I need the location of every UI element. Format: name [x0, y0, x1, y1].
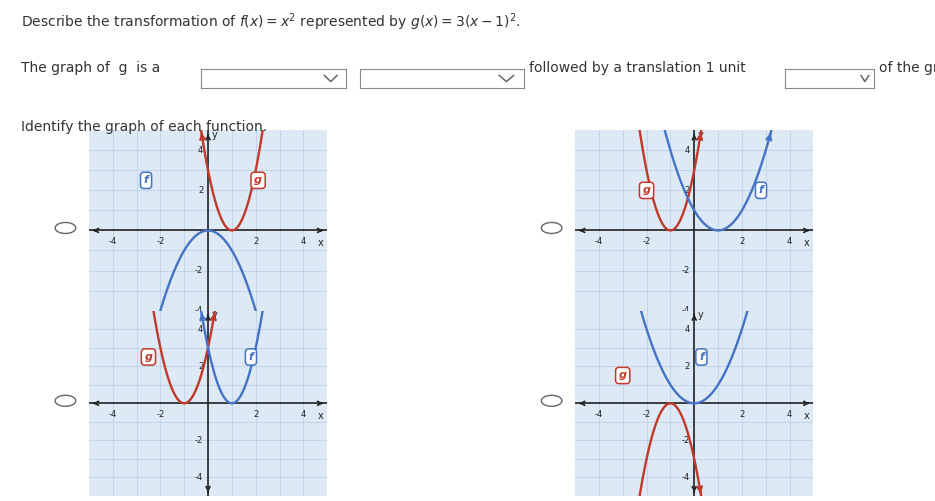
Text: -4: -4	[682, 306, 689, 315]
Text: -4: -4	[195, 306, 203, 315]
Text: x: x	[803, 411, 809, 421]
Text: 4: 4	[301, 410, 306, 419]
Text: g: g	[144, 352, 152, 362]
Text: Describe the transformation of $f(x) = x^2$ represented by $g(x) = 3(x-1)^2$.: Describe the transformation of $f(x) = x…	[21, 11, 520, 33]
Text: y: y	[698, 310, 703, 320]
Text: 2: 2	[253, 410, 258, 419]
Text: 4: 4	[787, 410, 792, 419]
Text: -2: -2	[195, 266, 203, 275]
Text: f: f	[144, 175, 149, 185]
Text: 2: 2	[198, 186, 203, 195]
Text: x: x	[803, 238, 809, 248]
Text: 4: 4	[684, 146, 689, 155]
Text: -4: -4	[682, 473, 689, 482]
Text: g: g	[642, 185, 651, 195]
Text: The graph of  g  is a: The graph of g is a	[21, 61, 160, 75]
Text: x: x	[317, 411, 323, 421]
Text: y: y	[698, 130, 703, 140]
Text: g: g	[619, 371, 626, 380]
Text: 2: 2	[253, 237, 258, 246]
Text: 2: 2	[684, 186, 689, 195]
Text: 2: 2	[684, 362, 689, 371]
Text: g: g	[254, 175, 262, 185]
Text: f: f	[249, 352, 253, 362]
Text: Identify the graph of each function.: Identify the graph of each function.	[21, 120, 266, 134]
Text: -4: -4	[195, 473, 203, 482]
Text: 2: 2	[198, 362, 203, 371]
Text: -2: -2	[682, 436, 689, 445]
Text: 4: 4	[198, 325, 203, 334]
Text: -4: -4	[595, 237, 603, 246]
Text: -2: -2	[156, 410, 165, 419]
Text: -2: -2	[642, 237, 651, 246]
Text: -2: -2	[642, 410, 651, 419]
Text: 4: 4	[198, 146, 203, 155]
Text: -2: -2	[195, 436, 203, 445]
Text: -4: -4	[595, 410, 603, 419]
Text: y: y	[211, 130, 217, 140]
Text: -4: -4	[108, 237, 117, 246]
Text: y: y	[211, 310, 217, 320]
Text: f: f	[699, 352, 704, 362]
Text: f: f	[758, 185, 764, 195]
Text: x: x	[317, 238, 323, 248]
Text: 4: 4	[301, 237, 306, 246]
Text: of the graph of  f .: of the graph of f .	[879, 61, 935, 75]
Text: -2: -2	[156, 237, 165, 246]
Text: -2: -2	[682, 266, 689, 275]
Text: -4: -4	[108, 410, 117, 419]
Text: 2: 2	[740, 237, 744, 246]
Text: followed by a translation 1 unit: followed by a translation 1 unit	[529, 61, 746, 75]
Text: 2: 2	[740, 410, 744, 419]
Text: 4: 4	[684, 325, 689, 334]
Text: 4: 4	[787, 237, 792, 246]
